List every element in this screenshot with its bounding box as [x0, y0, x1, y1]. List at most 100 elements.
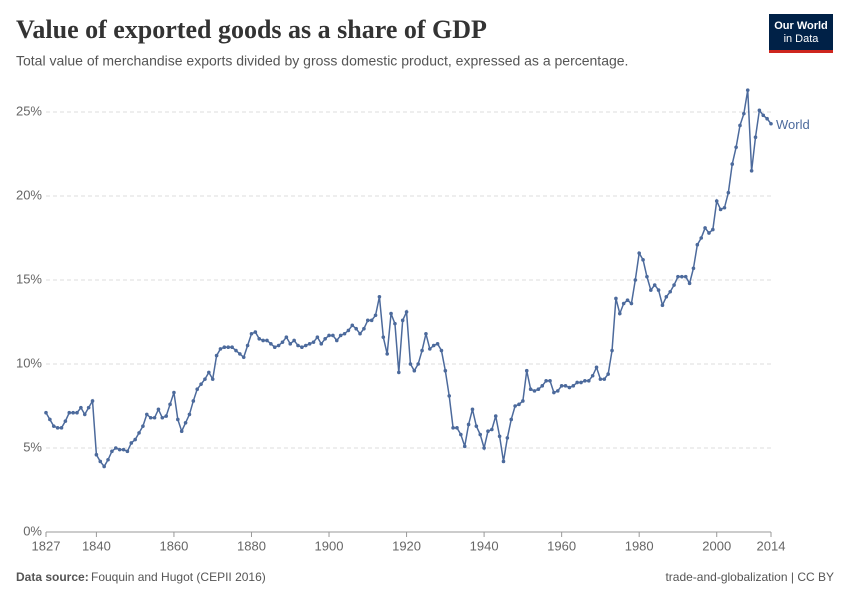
data-point [179, 429, 184, 434]
data-point [381, 335, 386, 339]
data-point [637, 251, 641, 255]
data-point [625, 298, 630, 302]
y-tick-label: 0% [23, 523, 42, 538]
data-point [583, 379, 587, 383]
data-point [474, 424, 479, 428]
data-point [207, 370, 211, 375]
data-point [261, 338, 265, 343]
data-point [680, 274, 684, 279]
data-point [90, 399, 95, 403]
data-point [222, 345, 227, 350]
chart-title: Value of exported goods as a share of GD… [16, 15, 487, 44]
data-point [707, 231, 711, 235]
x-tick-label: 2014 [757, 538, 786, 553]
data-point [160, 415, 165, 420]
data-point [338, 333, 343, 338]
data-point [362, 326, 366, 331]
data-point [552, 390, 556, 395]
data-point [668, 289, 672, 294]
data-point [51, 424, 56, 428]
data-point [652, 283, 657, 287]
data-point [470, 407, 475, 412]
data-point [621, 301, 626, 306]
y-tick-label: 25% [16, 103, 42, 118]
data-point [641, 258, 645, 262]
data-point [214, 353, 219, 358]
data-point [79, 405, 83, 410]
data-point [683, 274, 688, 279]
chart-subtitle: Total value of merchandise exports divid… [16, 53, 628, 69]
data-point [571, 384, 576, 388]
x-tick-label: 1880 [237, 538, 266, 553]
data-point [594, 365, 599, 370]
data-point [389, 311, 393, 316]
data-point [210, 377, 215, 381]
data-point [195, 387, 200, 392]
data-point [176, 417, 180, 422]
legend-label: World [776, 117, 810, 132]
data-point [645, 274, 649, 279]
data-point [106, 457, 110, 462]
data-point [435, 342, 440, 346]
x-tick-label: 1960 [547, 538, 576, 553]
data-point [199, 382, 203, 386]
data-point [234, 348, 238, 353]
data-point [664, 295, 669, 299]
data-point [757, 108, 762, 113]
data-point [536, 387, 541, 392]
data-point [672, 283, 676, 287]
data-point [63, 419, 68, 423]
data-point [482, 446, 486, 450]
data-point [703, 226, 707, 230]
logo-text: Our World [774, 20, 828, 32]
data-point [711, 227, 715, 232]
y-tick-label: 20% [16, 187, 42, 202]
data-point [183, 421, 188, 425]
data-point [307, 342, 312, 346]
data-point [102, 464, 106, 469]
data-point [272, 345, 277, 350]
data-point [397, 370, 401, 375]
data-point [48, 417, 52, 422]
data-point [82, 412, 87, 417]
logo[interactable] [769, 14, 833, 50]
data-point [253, 330, 258, 334]
data-point [443, 368, 448, 373]
source: Fouquin and Hugot (CEPII 2016) [91, 570, 266, 584]
data-point [590, 373, 595, 378]
data-point [346, 328, 351, 333]
series-line [45, 90, 772, 468]
data-point [610, 348, 614, 353]
data-point [145, 412, 149, 417]
data-point [265, 338, 269, 343]
data-point [462, 444, 467, 449]
data-point [660, 303, 665, 308]
data-point [172, 390, 176, 395]
y-tick-label: 5% [23, 439, 42, 454]
data-point [513, 404, 517, 408]
data-point [563, 384, 568, 388]
data-point [617, 311, 622, 316]
x-tick-label: 1980 [625, 538, 654, 553]
data-point [86, 405, 91, 410]
x-tick-label: 1860 [159, 538, 188, 553]
data-point [602, 377, 607, 381]
data-point [218, 347, 223, 351]
data-point [67, 410, 72, 415]
data-point [284, 335, 289, 339]
data-point [555, 389, 560, 393]
data-point [230, 345, 234, 350]
data-point [738, 123, 742, 128]
data-point [342, 331, 347, 336]
data-point [734, 145, 738, 150]
data-point [532, 389, 537, 393]
data-point [544, 379, 548, 383]
data-point [420, 348, 424, 353]
data-point [416, 362, 420, 366]
data-point [137, 431, 141, 435]
data-point [249, 331, 254, 336]
data-point [245, 343, 250, 348]
data-point [497, 434, 502, 439]
data-point [168, 402, 172, 407]
data-point [730, 162, 735, 166]
